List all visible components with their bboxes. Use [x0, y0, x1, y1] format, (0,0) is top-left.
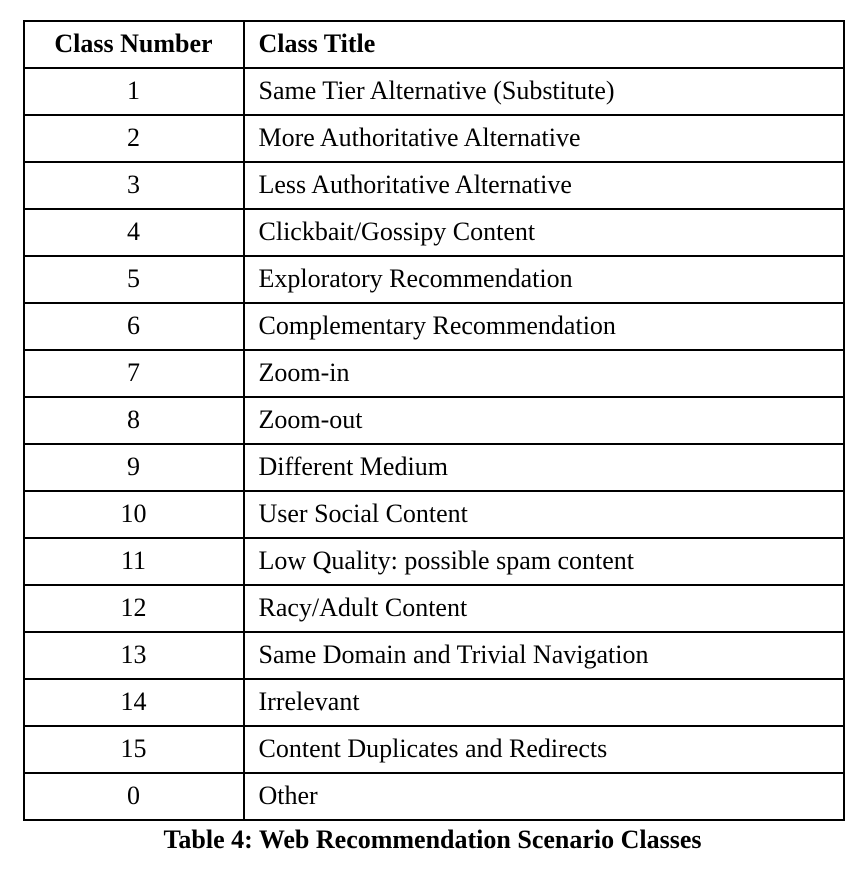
cell-title: Clickbait/Gossipy Content: [244, 209, 844, 256]
cell-title: Zoom-in: [244, 350, 844, 397]
table-row: 5 Exploratory Recommendation: [24, 256, 844, 303]
table-row: 4 Clickbait/Gossipy Content: [24, 209, 844, 256]
cell-title: Racy/Adult Content: [244, 585, 844, 632]
table-row: 15 Content Duplicates and Redirects: [24, 726, 844, 773]
cell-number: 1: [24, 68, 244, 115]
cell-title: Low Quality: possible spam content: [244, 538, 844, 585]
cell-number: 0: [24, 773, 244, 820]
cell-number: 3: [24, 162, 244, 209]
table-caption: Table 4: Web Recommendation Scenario Cla…: [23, 825, 843, 855]
cell-title: Same Tier Alternative (Substitute): [244, 68, 844, 115]
table-row: 8 Zoom-out: [24, 397, 844, 444]
cell-number: 2: [24, 115, 244, 162]
cell-title: Other: [244, 773, 844, 820]
table-container: Class Number Class Title 1 Same Tier Alt…: [23, 20, 843, 855]
table-row: 1 Same Tier Alternative (Substitute): [24, 68, 844, 115]
cell-title: More Authoritative Alternative: [244, 115, 844, 162]
table-row: 10 User Social Content: [24, 491, 844, 538]
table-row: 13 Same Domain and Trivial Navigation: [24, 632, 844, 679]
table-row: 6 Complementary Recommendation: [24, 303, 844, 350]
table-header-row: Class Number Class Title: [24, 21, 844, 68]
cell-title: Content Duplicates and Redirects: [244, 726, 844, 773]
column-header-number: Class Number: [24, 21, 244, 68]
cell-title: Different Medium: [244, 444, 844, 491]
cell-number: 5: [24, 256, 244, 303]
cell-number: 12: [24, 585, 244, 632]
table-row: 14 Irrelevant: [24, 679, 844, 726]
table-row: 12 Racy/Adult Content: [24, 585, 844, 632]
cell-title: User Social Content: [244, 491, 844, 538]
cell-number: 11: [24, 538, 244, 585]
table-row: 7 Zoom-in: [24, 350, 844, 397]
cell-number: 13: [24, 632, 244, 679]
cell-number: 9: [24, 444, 244, 491]
class-table: Class Number Class Title 1 Same Tier Alt…: [23, 20, 845, 821]
table-row: 2 More Authoritative Alternative: [24, 115, 844, 162]
table-row: 3 Less Authoritative Alternative: [24, 162, 844, 209]
cell-number: 6: [24, 303, 244, 350]
column-header-title: Class Title: [244, 21, 844, 68]
cell-number: 7: [24, 350, 244, 397]
cell-title: Same Domain and Trivial Navigation: [244, 632, 844, 679]
cell-number: 8: [24, 397, 244, 444]
cell-title: Less Authoritative Alternative: [244, 162, 844, 209]
cell-number: 4: [24, 209, 244, 256]
cell-title: Complementary Recommendation: [244, 303, 844, 350]
cell-title: Zoom-out: [244, 397, 844, 444]
cell-number: 14: [24, 679, 244, 726]
cell-number: 15: [24, 726, 244, 773]
cell-title: Irrelevant: [244, 679, 844, 726]
table-row: 0 Other: [24, 773, 844, 820]
cell-title: Exploratory Recommendation: [244, 256, 844, 303]
cell-number: 10: [24, 491, 244, 538]
table-row: 9 Different Medium: [24, 444, 844, 491]
table-row: 11 Low Quality: possible spam content: [24, 538, 844, 585]
